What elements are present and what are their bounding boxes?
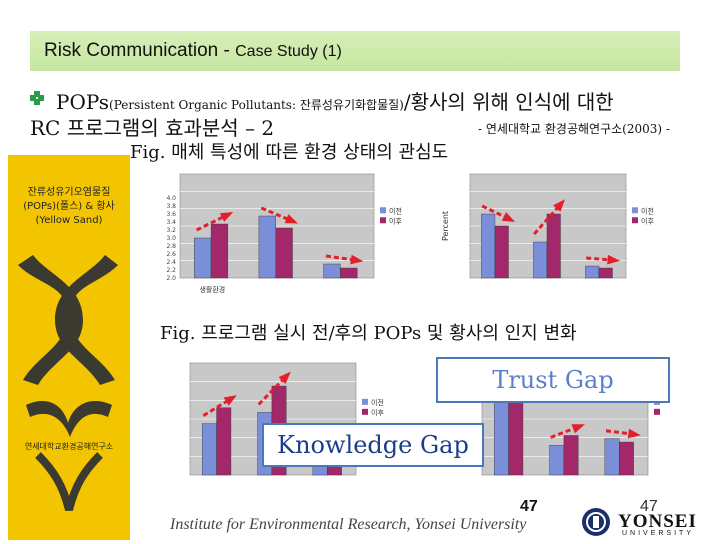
cover-hands-illustration xyxy=(18,255,118,511)
bar xyxy=(194,237,212,279)
legend-swatch xyxy=(380,207,386,214)
trend-arrowhead xyxy=(350,254,364,265)
trend-arrow xyxy=(605,429,633,436)
bar xyxy=(546,213,561,279)
page-number: 47 xyxy=(520,498,538,515)
legend-label: 이전 xyxy=(641,206,654,215)
logo-subtitle: UNIVERSITY xyxy=(622,530,695,537)
bar xyxy=(598,267,613,279)
trend-arrow xyxy=(533,205,561,235)
source-note: - 연세대학교 환경공해연구소(2003) - xyxy=(478,122,670,136)
legend-swatch xyxy=(380,217,386,224)
trend-arrowhead xyxy=(553,199,566,212)
y-axis-label: Percent xyxy=(441,211,450,241)
bar xyxy=(210,223,229,279)
trend-arrow xyxy=(481,204,508,220)
bar xyxy=(340,267,358,279)
y-tick-label: 2.0 xyxy=(166,275,176,282)
heading-line-1: POPs(Persistent Organic Pollutants: 잔류성유… xyxy=(56,90,614,114)
legend-label: 이전 xyxy=(389,206,402,215)
heading-line-2: RC 프로그램의 효과분석 – 2 xyxy=(30,116,275,140)
y-tick-label: 3.8 xyxy=(166,203,176,210)
legend-swatch xyxy=(632,217,638,224)
trend-arrow xyxy=(257,377,286,406)
legend-label: 이후 xyxy=(641,216,654,225)
trend-arrowhead xyxy=(501,212,516,222)
legend-swatch xyxy=(362,398,368,405)
bar xyxy=(216,407,232,476)
report-cover-image xyxy=(8,155,130,540)
cover-title: 잔류성유기오염물질(POPs)(폴스) & 황사(Yellow Sand) xyxy=(23,187,115,226)
bar xyxy=(619,441,634,476)
bar xyxy=(493,402,509,476)
title-bar xyxy=(30,31,680,71)
bar xyxy=(494,225,509,279)
x-tick-label: 생활환경 xyxy=(199,285,225,294)
trust-gap-callout: Trust Gap xyxy=(436,357,670,403)
page-number-right: 47 xyxy=(640,498,658,515)
yonsei-logo-icon xyxy=(582,508,610,536)
bar xyxy=(323,263,341,279)
legend-label: 이후 xyxy=(389,216,402,225)
y-tick-label: 3.4 xyxy=(166,219,176,226)
slide-title: Risk Communication - Case Study (1) xyxy=(44,40,342,61)
y-tick-label: 2.8 xyxy=(166,243,176,250)
bar xyxy=(201,423,217,476)
y-tick-label: 3.2 xyxy=(166,227,176,234)
legend-swatch xyxy=(362,408,368,415)
legend-label: 이후 xyxy=(371,408,384,417)
cover-publisher: 연세대학교환경공해연구소 xyxy=(24,442,114,451)
legend-label: 이전 xyxy=(371,398,384,407)
bar xyxy=(258,215,276,279)
bar xyxy=(563,435,579,476)
y-tick-label: 2.2 xyxy=(166,267,176,274)
legend-swatch xyxy=(632,207,638,214)
legend-swatch xyxy=(654,408,660,415)
y-tick-label: 2.4 xyxy=(166,259,176,266)
trend-arrowhead xyxy=(284,214,299,224)
bar xyxy=(275,227,293,279)
trend-arrow xyxy=(586,256,612,262)
trend-arrowhead xyxy=(607,254,621,265)
bar xyxy=(604,438,620,476)
trend-arrowhead xyxy=(571,424,585,434)
bar xyxy=(585,265,600,279)
y-tick-label: 3.6 xyxy=(166,211,176,218)
figure-caption-2: Fig. 프로그램 실시 전/후의 POPs 및 황사의 인지 변화 xyxy=(160,323,577,344)
trend-arrow xyxy=(550,426,578,439)
figure-caption-1: Fig. 매체 특성에 따른 환경 상태의 관심도 xyxy=(130,142,449,163)
y-tick-label: 2.6 xyxy=(166,251,176,258)
bar xyxy=(533,241,548,279)
trend-arrow xyxy=(325,254,355,262)
trend-arrow xyxy=(195,214,226,232)
trend-arrowhead xyxy=(278,371,291,384)
bar xyxy=(481,213,496,279)
y-tick-label: 4.0 xyxy=(166,195,176,202)
footer-institute: Institute for Environmental Research, Yo… xyxy=(170,516,527,533)
knowledge-gap-callout: Knowledge Gap xyxy=(262,423,484,467)
trend-arrow xyxy=(260,206,291,222)
y-tick-label: 3.0 xyxy=(166,235,176,242)
trend-arrow xyxy=(202,398,230,417)
logo-wordmark: YONSEI xyxy=(618,511,697,532)
bar xyxy=(549,445,565,476)
diamond-bullet-icon xyxy=(30,91,44,105)
trend-arrowhead xyxy=(627,428,641,439)
trend-arrowhead xyxy=(223,395,237,406)
trend-arrowhead xyxy=(219,212,234,222)
